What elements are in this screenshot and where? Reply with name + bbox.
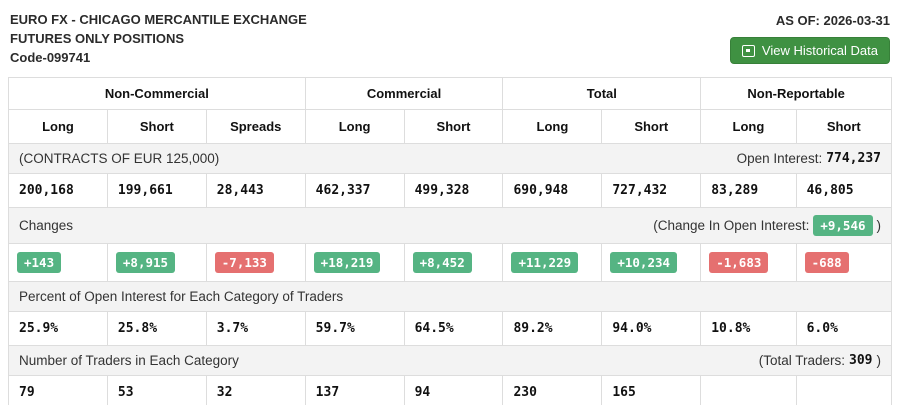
traders-label: Number of Traders in Each Category — [19, 353, 239, 368]
percent-cell: 94.0% — [601, 311, 702, 346]
change-badge: +18,219 — [313, 252, 381, 273]
position-cell: 28,443 — [205, 173, 306, 208]
sub-header-row: Long Short Spreads Long Short Long Short… — [8, 109, 893, 144]
contracts-section-row: (CONTRACTS OF EUR 125,000) Open Interest… — [8, 143, 892, 174]
change-cell: +8,915 — [106, 243, 207, 282]
open-interest-value: 774,237 — [826, 151, 881, 166]
change-cell: -688 — [795, 243, 893, 282]
change-cell: +143 — [8, 243, 108, 282]
changes-row: +143 +8,915 -7,133 +18,219 +8,452 +11,22… — [8, 243, 893, 282]
change-oi-prefix: (Change In Open Interest: — [653, 218, 810, 233]
report-title-line1: EURO FX - CHICAGO MERCANTILE EXCHANGE — [10, 12, 307, 27]
position-cell: 690,948 — [502, 173, 603, 208]
percent-cell: 64.5% — [403, 311, 504, 346]
position-cell: 46,805 — [795, 173, 893, 208]
cot-table: Non-Commercial Commercial Total Non-Repo… — [8, 77, 893, 405]
col-header: Long — [502, 109, 603, 144]
change-badge: +143 — [17, 252, 62, 273]
percent-cell: 3.7% — [205, 311, 306, 346]
percent-row: 25.9% 25.8% 3.7% 59.7% 64.5% 89.2% 94.0%… — [8, 311, 893, 346]
percent-cell: 6.0% — [795, 311, 893, 346]
as-of-date: AS OF: 2026-03-31 — [775, 13, 890, 28]
report-title-line2: FUTURES ONLY POSITIONS — [10, 31, 185, 46]
percent-cell: 25.9% — [8, 311, 108, 346]
position-cell: 83,289 — [700, 173, 797, 208]
changes-section-row: Changes (Change In Open Interest: +9,546… — [8, 207, 892, 244]
total-traders-prefix: (Total Traders: — [758, 353, 846, 368]
change-badge: +8,452 — [412, 252, 472, 273]
percent-section-row: Percent of Open Interest for Each Catego… — [8, 281, 892, 312]
change-badge: -1,683 — [709, 252, 769, 273]
change-cell: +18,219 — [304, 243, 405, 282]
group-commercial: Commercial — [304, 77, 504, 110]
col-header: Short — [106, 109, 207, 144]
change-oi-badge: +9,546 — [813, 215, 873, 236]
change-badge: +8,915 — [115, 252, 176, 273]
report-title-block: EURO FX - CHICAGO MERCANTILE EXCHANGE FU… — [10, 10, 307, 67]
change-cell: +8,452 — [403, 243, 504, 282]
col-header: Short — [601, 109, 702, 144]
change-badge: -7,133 — [214, 252, 274, 273]
traders-cell: 79 — [8, 375, 108, 405]
percent-cell: 59.7% — [304, 311, 405, 346]
traders-row: 79 53 32 137 94 230 165 — [8, 375, 893, 405]
percent-cell: 89.2% — [502, 311, 603, 346]
traders-cell-empty — [700, 375, 797, 405]
change-cell: +10,234 — [601, 243, 702, 282]
traders-cell: 165 — [601, 375, 702, 405]
view-historical-data-label: View Historical Data — [761, 43, 878, 58]
traders-cell: 53 — [106, 375, 207, 405]
position-cell: 199,661 — [106, 173, 207, 208]
group-total: Total — [502, 77, 702, 110]
traders-cell: 32 — [205, 375, 306, 405]
report-header-right: AS OF: 2026-03-31 View Historical Data — [729, 10, 890, 64]
change-badge: -688 — [804, 252, 849, 273]
contracts-label: (CONTRACTS OF EUR 125,000) — [19, 151, 220, 166]
traders-cell: 137 — [304, 375, 405, 405]
col-header: Short — [795, 109, 893, 144]
change-cell: +11,229 — [502, 243, 603, 282]
change-badge: +11,229 — [511, 252, 579, 273]
col-header: Long — [304, 109, 405, 144]
traders-section-row: Number of Traders in Each Category (Tota… — [8, 345, 892, 376]
percent-label: Percent of Open Interest for Each Catego… — [19, 289, 344, 304]
traders-cell: 230 — [502, 375, 603, 405]
total-traders-value: 309 — [849, 353, 873, 368]
total-traders-suffix: ) — [876, 353, 882, 368]
change-cell: -1,683 — [700, 243, 797, 282]
traders-cell-empty — [795, 375, 893, 405]
percent-cell: 25.8% — [106, 311, 207, 346]
percent-cell: 10.8% — [700, 311, 797, 346]
group-non-commercial: Non-Commercial — [8, 77, 306, 110]
position-cell: 462,337 — [304, 173, 405, 208]
change-badge: +10,234 — [610, 252, 678, 273]
report-header: EURO FX - CHICAGO MERCANTILE EXCHANGE FU… — [10, 10, 890, 67]
col-header: Long — [700, 109, 797, 144]
view-historical-data-button[interactable]: View Historical Data — [729, 37, 890, 64]
report-code: Code-099741 — [10, 50, 91, 65]
group-non-reportable: Non-Reportable — [700, 77, 892, 110]
group-header-row: Non-Commercial Commercial Total Non-Repo… — [8, 77, 892, 110]
calendar-icon — [741, 44, 755, 57]
open-interest-label: Open Interest: — [736, 151, 823, 166]
positions-row: 200,168 199,661 28,443 462,337 499,328 6… — [8, 173, 893, 208]
position-cell: 727,432 — [601, 173, 702, 208]
col-header: Long — [8, 109, 108, 144]
position-cell: 499,328 — [403, 173, 504, 208]
col-header: Spreads — [205, 109, 306, 144]
change-cell: -7,133 — [205, 243, 306, 282]
position-cell: 200,168 — [8, 173, 108, 208]
changes-label: Changes — [19, 218, 74, 233]
col-header: Short — [403, 109, 504, 144]
change-oi-suffix: ) — [876, 218, 882, 233]
traders-cell: 94 — [403, 375, 504, 405]
